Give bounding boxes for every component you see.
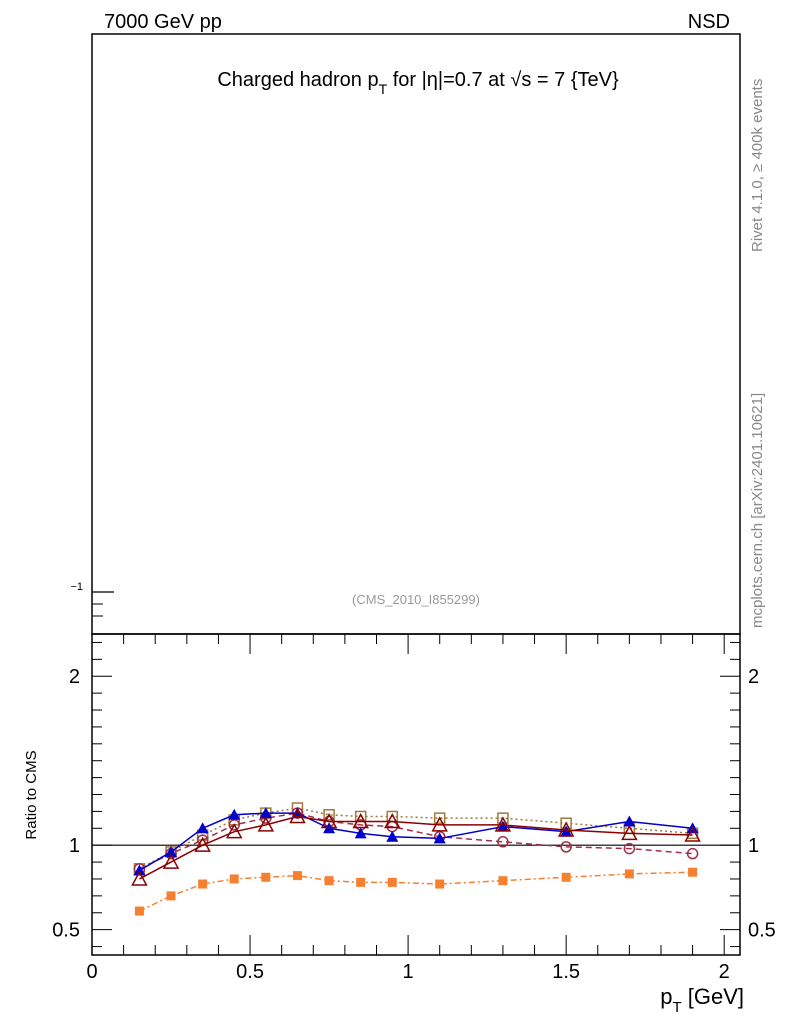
data-point-filled-square-dashdot xyxy=(387,877,397,887)
y-tick-label: 0.5 xyxy=(52,920,80,942)
data-point-filled-triangle-solid xyxy=(560,825,573,837)
ratio-panel-frame xyxy=(91,633,741,956)
data-point-open-triangle-solid xyxy=(194,836,211,852)
ratio-series-group xyxy=(131,802,701,916)
data-point-filled-square-dashdot xyxy=(688,867,698,877)
data-point-open-triangle-solid xyxy=(352,812,369,829)
x-tick-label: 0 xyxy=(86,961,97,983)
x-axis-label-subscript: T xyxy=(672,999,681,1016)
y-tick-label-right: 1 xyxy=(748,835,759,857)
data-point-filled-square-dashdot xyxy=(561,872,571,882)
series-line-open-circle-dashed xyxy=(139,812,693,870)
main-title-part-b: for |η|=0.7 at √s = 7 {TeV} xyxy=(387,69,619,91)
series-line-filled-square-dashdot xyxy=(139,871,693,912)
x-axis-label-part-b: [GeV] xyxy=(682,984,744,1009)
data-point-filled-triangle-solid xyxy=(354,827,367,839)
data-point-open-circle-dashed xyxy=(686,847,699,860)
analysis-id-annotation: (CMS_2010_I855299) xyxy=(352,592,480,607)
x-tick-label: 2 xyxy=(719,961,730,983)
main-panel-frame xyxy=(91,33,741,635)
data-point-filled-triangle-solid xyxy=(623,815,636,827)
data-point-filled-square-dashdot xyxy=(261,872,271,882)
main-title-part-a: Charged hadron p xyxy=(217,69,378,91)
data-point-filled-square-dashdot xyxy=(198,879,208,889)
data-point-open-triangle-solid xyxy=(131,870,148,886)
x-tick-label: 1 xyxy=(403,961,414,983)
y-tick-label-right: 0.5 xyxy=(748,920,776,942)
y-tick-label-right: 2 xyxy=(748,666,759,688)
y-tick-label: 1 xyxy=(69,835,80,857)
data-point-filled-square-dashdot xyxy=(624,869,634,879)
data-point-open-circle-dashed xyxy=(228,819,240,831)
data-point-open-triangle-solid xyxy=(257,816,275,832)
x-tick-label: 1.5 xyxy=(552,961,580,983)
data-point-open-circle-dashed xyxy=(623,842,636,855)
energy-label: 7000 GeV pp xyxy=(104,11,222,33)
data-point-filled-triangle-solid xyxy=(228,808,241,820)
process-label: NSD xyxy=(688,11,730,33)
data-point-open-square-dotted xyxy=(323,809,335,821)
ratio-y-axis-label: Ratio to CMS xyxy=(23,750,40,839)
data-point-filled-triangle-solid xyxy=(196,822,209,834)
data-point-filled-triangle-solid xyxy=(165,845,178,857)
data-point-filled-triangle-solid xyxy=(259,807,272,819)
data-point-open-circle-dashed xyxy=(497,836,509,848)
series-filled-square-dashdot xyxy=(134,867,698,916)
data-point-open-triangle-solid xyxy=(557,821,575,837)
data-point-open-triangle-solid xyxy=(384,812,401,829)
data-point-filled-triangle-solid xyxy=(133,864,146,876)
x-tick-label: 0.5 xyxy=(236,961,264,983)
data-point-filled-triangle-solid xyxy=(386,830,399,842)
x-axis-label-part-a: p xyxy=(660,984,672,1009)
data-point-filled-square-dashdot xyxy=(498,876,508,886)
rivet-version-text: Rivet 4.1.0, ≥ 400k events xyxy=(749,79,766,252)
data-point-filled-square-dashdot xyxy=(166,891,176,901)
data-point-filled-triangle-solid xyxy=(433,832,446,844)
data-point-filled-triangle-solid xyxy=(496,820,509,832)
mcplots-credit-text: mcplots.cern.ch [arXiv:2401.10621] xyxy=(749,393,766,628)
x-axis-label: pT [GeV] xyxy=(660,984,744,1016)
data-point-open-triangle-solid xyxy=(621,824,638,841)
data-point-filled-square-dashdot xyxy=(435,879,445,889)
series-line-open-triangle-solid xyxy=(139,815,693,880)
y-tick-label: 2 xyxy=(69,666,80,688)
data-point-filled-square-dashdot xyxy=(134,906,144,916)
main-title-subscript: T xyxy=(379,81,388,97)
main-y-tick-label: −1 xyxy=(70,581,83,593)
data-point-open-triangle-solid xyxy=(225,823,243,839)
data-point-open-square-dotted xyxy=(433,812,446,824)
series-line-open-square-dotted xyxy=(139,807,693,870)
series-line-filled-triangle-solid xyxy=(139,812,693,872)
data-point-open-triangle-solid xyxy=(320,812,338,829)
series-open-triangle-solid xyxy=(131,807,701,886)
series-open-circle-dashed xyxy=(133,807,699,875)
data-point-open-circle-dashed xyxy=(560,841,572,853)
data-point-open-triangle-solid xyxy=(289,807,306,824)
data-point-filled-square-dashdot xyxy=(292,871,302,881)
data-point-open-triangle-solid xyxy=(684,826,701,842)
data-point-open-triangle-solid xyxy=(162,853,180,869)
data-point-open-triangle-solid xyxy=(494,816,512,832)
ratio-axis-ticks: 0 0.5 1 1.5 2 0.5 0.5 1 1 2 2 xyxy=(52,634,776,983)
main-title: Charged hadron pT for |η|=0.7 at √s = 7 … xyxy=(217,69,619,97)
data-point-filled-square-dashdot xyxy=(229,874,239,884)
data-point-filled-square-dashdot xyxy=(356,877,366,887)
data-point-filled-square-dashdot xyxy=(324,876,334,886)
data-point-open-triangle-solid xyxy=(431,816,448,832)
